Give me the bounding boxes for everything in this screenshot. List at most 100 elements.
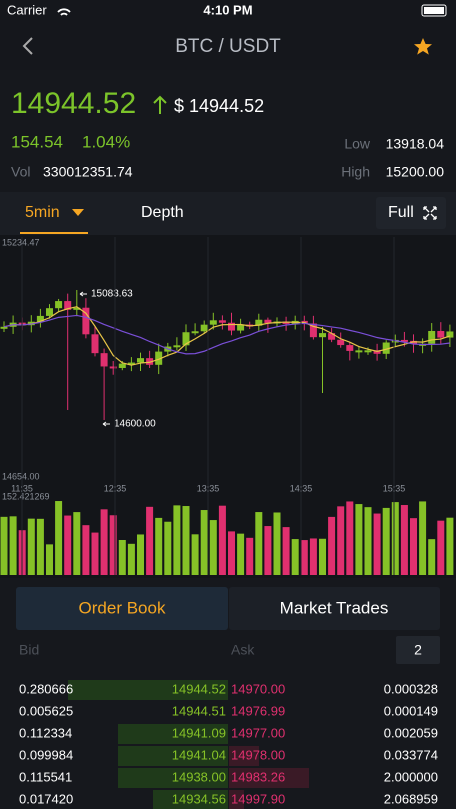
back-button[interactable] [22,37,33,55]
full-icon [423,206,437,220]
low-value: 13918.04 [386,136,445,152]
volume-bar [109,515,117,575]
high-value: 15200.00 [386,164,445,180]
ask-price: 14983.26 [231,769,285,784]
candle-body [319,333,326,338]
low-marker: 14600.00 [114,419,156,430]
volume-bar [173,505,181,575]
ticker-bg [0,70,456,192]
ask-amount: 2.068959 [384,791,438,806]
depth-tab[interactable]: Depth [141,204,184,221]
bid-price: 14944.51 [172,703,226,718]
volume-bar [273,512,281,575]
change: 154.54 [11,132,63,151]
ask-depth-bar [229,746,259,766]
carrier: Carrier [7,2,47,17]
candle-body [73,307,81,310]
bid-depth-bar [118,724,228,744]
time-label: 12:35 [104,483,127,493]
up-arrow [153,95,167,114]
bid-amount: 0.005625 [19,703,73,718]
bid-price: 14941.09 [172,725,226,740]
volume-bar [191,534,199,575]
time-label: 13:35 [197,483,220,493]
candle-body [218,320,226,323]
depth-selector[interactable] [396,636,440,664]
candle-body [309,323,317,338]
ask-amount: 0.002059 [384,725,438,740]
volume-bar [146,506,154,575]
order-book-tab[interactable] [16,587,228,630]
bid-price: 14934.56 [172,791,226,806]
candle-body [64,301,72,310]
candle-body [55,301,63,309]
volume-bar [282,527,290,575]
candle-body [446,331,454,338]
volume-bar [419,501,427,575]
volume-bar [155,517,163,575]
time-label: 15:35 [383,483,406,493]
candle-body [127,362,135,365]
volume-bar [36,518,44,575]
volume-bar [46,544,53,575]
volume-bar [410,518,417,575]
volume-bar [164,521,172,575]
ask-price: 14997.90 [231,791,285,806]
full-button[interactable] [376,197,446,229]
battery [421,4,447,17]
vol-label: Vol [11,164,30,180]
bid-amount: 0.099984 [19,747,73,762]
high-marker: 15083.63 [91,289,133,300]
volume-bar [437,520,445,575]
volume-bar [182,506,190,575]
price-min: 14654.00 [2,471,40,481]
volume-bar [337,506,345,575]
favorite-star[interactable] [414,38,432,55]
ask-header: Ask [231,642,255,658]
volume-bar [0,516,8,575]
interval-tab[interactable]: 5min [25,204,60,221]
candle-body [282,321,290,324]
bid-amount: 0.112334 [19,725,72,740]
bid-amount: 0.280666 [19,681,73,696]
candle-body [400,339,408,342]
market-trades-tab[interactable] [229,587,440,630]
candle-body [428,330,436,344]
change-pct: 1.04% [82,132,130,151]
bid-depth-bar [118,746,228,766]
time-label: 11:35 [11,483,33,493]
bid-price: 14941.04 [172,747,226,762]
depth-value: 2 [414,642,422,658]
order-book-rows: 0.280666 14944.52 14970.00 0.000328 0.005625… [19,680,438,809]
volume-bar [364,507,372,575]
candle-body [346,345,354,351]
interval-caret [72,209,84,216]
volume-bar [237,533,245,575]
bid-price: 14944.52 [172,681,226,696]
volume-bar [218,505,226,575]
ask-amount: 0.000328 [384,681,438,696]
market-trades-label: Market Trades [280,598,389,617]
bid-price: 14938.00 [172,769,226,784]
candle-body [200,324,208,332]
candle-body [382,342,390,354]
high-pointer [79,291,87,297]
candle-body [264,319,272,324]
ask-amount: 0.000149 [384,703,438,718]
candle-body [255,319,263,326]
volume-bar [319,538,326,575]
candle-body [355,350,363,353]
bid-amount: 0.115541 [19,769,72,784]
candle-body [437,330,445,338]
volume-bar [64,515,72,575]
full-label: Full [388,204,414,221]
ask-price: 14978.00 [231,747,285,762]
pair-title: BTC / USDT [175,36,281,57]
bid-depth-bar [68,680,228,700]
candle-body [27,321,35,326]
kline-chart [0,290,454,575]
ask-price: 14977.00 [231,725,285,740]
volume-bar [400,505,408,575]
